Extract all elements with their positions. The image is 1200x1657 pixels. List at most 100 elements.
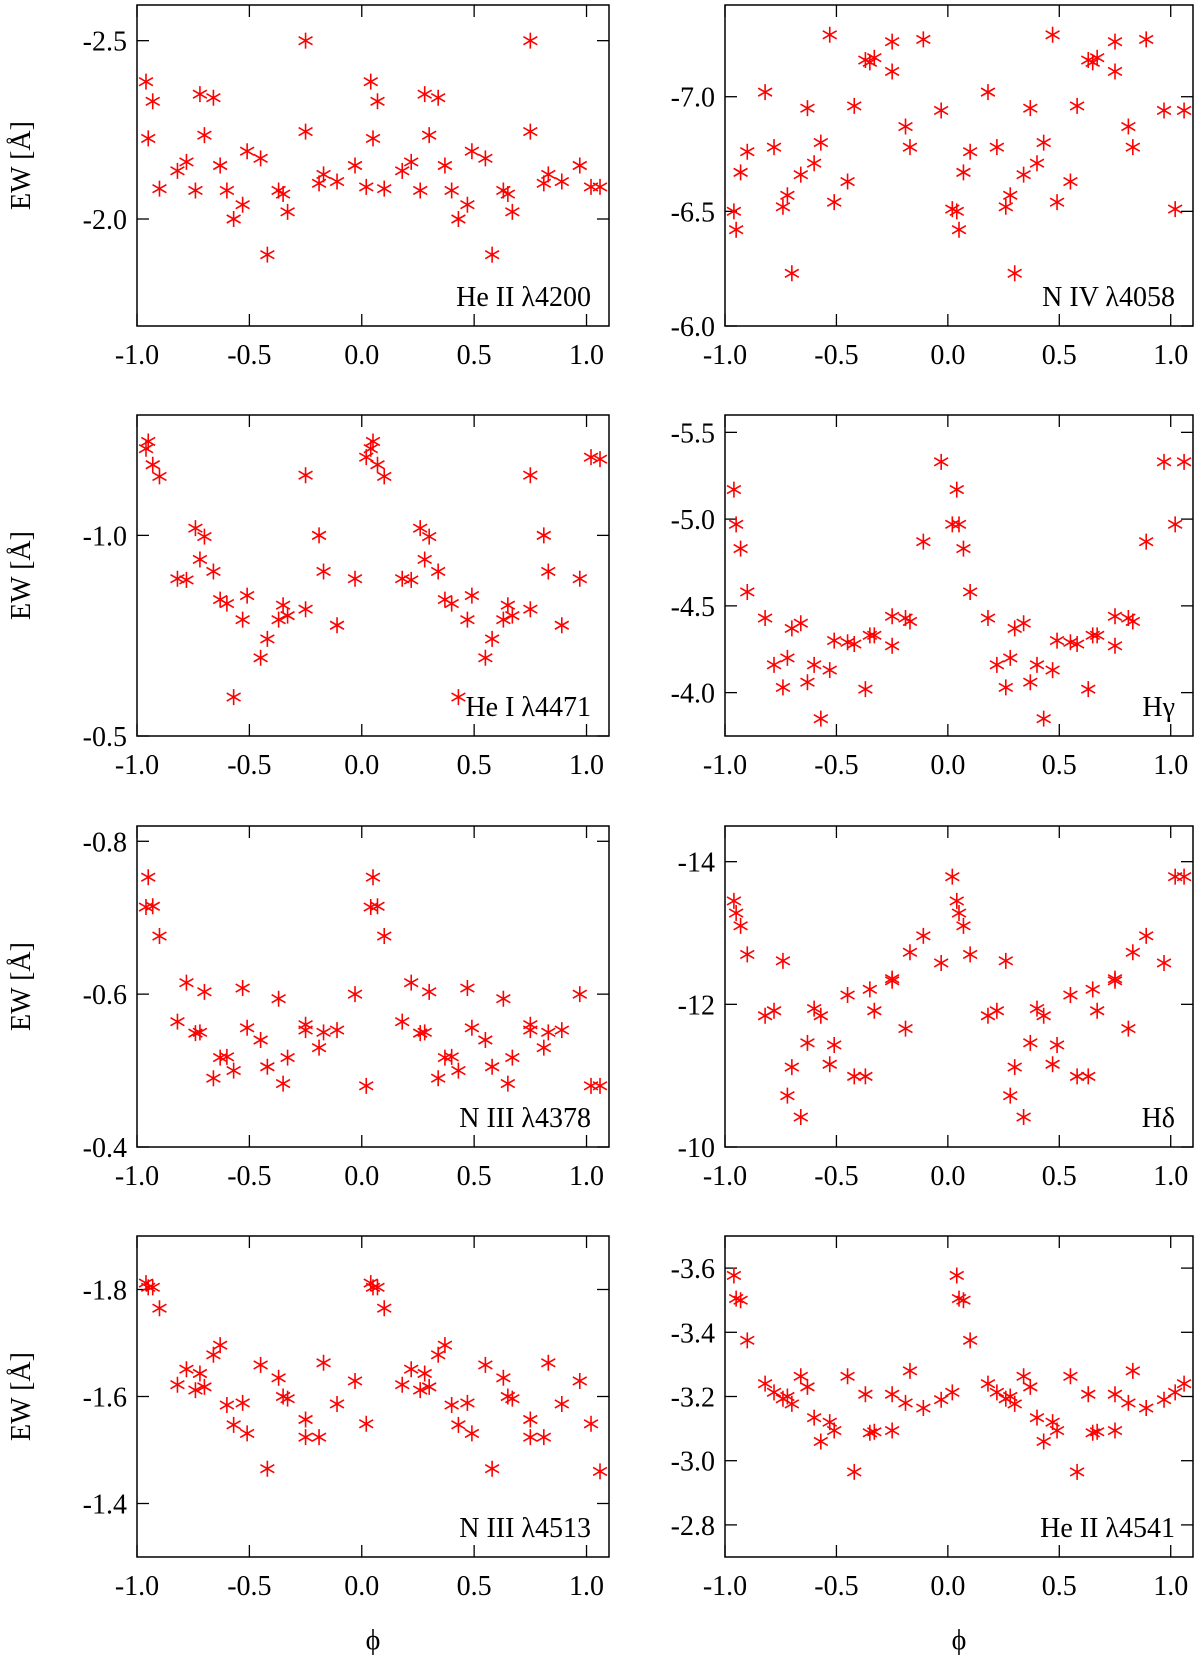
data-point: [437, 157, 453, 174]
data-point: [188, 520, 203, 537]
data-point: [179, 1361, 194, 1378]
data-point: [363, 73, 379, 90]
data-point: [733, 164, 748, 181]
plot-frame: [724, 825, 1194, 1148]
data-point: [192, 86, 208, 103]
data-point: [583, 178, 599, 195]
panel-label: N III λ4378: [459, 1103, 591, 1134]
data-point: [478, 1356, 493, 1373]
data-point: [1167, 516, 1183, 533]
panel-label: N III λ4513: [459, 1513, 591, 1544]
data-point: [933, 954, 949, 971]
data-point: [583, 449, 599, 466]
data-point: [197, 983, 212, 1000]
data-point: [496, 1369, 511, 1386]
data-point: [949, 203, 965, 220]
y-tick-label: -14: [678, 848, 715, 879]
data-point: [464, 1425, 480, 1442]
data-point: [858, 681, 873, 698]
data-point: [451, 1062, 466, 1079]
data-point: [962, 946, 978, 963]
data-point: [540, 563, 556, 580]
data-point: [226, 1062, 241, 1079]
data-point: [554, 1022, 570, 1039]
x-tick-label: -0.5: [227, 1161, 271, 1192]
data-point: [962, 143, 978, 160]
data-point: [430, 89, 446, 106]
data-point: [394, 1376, 410, 1393]
data-point: [347, 986, 363, 1003]
data-point: [1063, 173, 1078, 190]
data-point: [800, 1378, 815, 1395]
data-point: [800, 674, 815, 691]
y-tick-label: -10: [678, 1133, 715, 1164]
data-point: [726, 892, 742, 909]
data-point: [1016, 1368, 1031, 1385]
data-point: [505, 203, 520, 220]
data-point: [766, 656, 782, 673]
data-point: [412, 1382, 428, 1399]
data-point: [956, 917, 971, 934]
data-point: [523, 123, 538, 140]
x-tick-label: -0.5: [227, 340, 271, 371]
data-point: [989, 1002, 1005, 1019]
data-point: [280, 607, 295, 624]
data-point: [421, 127, 437, 144]
data-point: [212, 157, 228, 174]
data-point: [793, 1109, 809, 1126]
data-point: [376, 468, 392, 485]
data-point: [826, 194, 842, 211]
data-point: [1002, 649, 1018, 666]
data-point: [192, 551, 208, 568]
data-point: [916, 533, 931, 550]
data-point: [484, 1058, 500, 1075]
data-point: [188, 182, 203, 199]
data-point: [1049, 632, 1065, 649]
data-point: [1138, 31, 1154, 48]
data-point: [757, 1007, 773, 1024]
data-point: [179, 974, 194, 991]
x-tick-label: 0.5: [1042, 340, 1077, 371]
data-point: [826, 632, 842, 649]
y-tick-label: -3.2: [671, 1383, 715, 1414]
data-point: [884, 63, 900, 80]
data-point: [1080, 681, 1096, 698]
x-tick-label: 1.0: [1153, 750, 1188, 781]
x-tick-label: -1.0: [115, 1161, 159, 1192]
data-point: [505, 1390, 520, 1407]
data-point: [866, 1002, 882, 1019]
data-point: [554, 1395, 570, 1412]
data-point: [523, 467, 538, 484]
data-point: [1022, 1034, 1038, 1051]
data-point: [980, 610, 996, 627]
data-point: [1107, 970, 1123, 987]
data-point: [464, 1019, 480, 1036]
data-point: [784, 265, 800, 282]
data-point: [1036, 134, 1052, 151]
data-point: [989, 1384, 1005, 1401]
data-point: [1089, 1002, 1105, 1019]
data-point: [766, 1002, 782, 1019]
data-point: [775, 952, 791, 969]
data-point: [358, 1415, 374, 1432]
data-point: [197, 1378, 212, 1395]
data-point: [949, 892, 965, 909]
data-point: [496, 611, 511, 628]
data-point: [430, 1070, 446, 1087]
x-tick-label: 0.5: [1042, 1571, 1077, 1602]
data-point: [846, 636, 862, 653]
x-tick-label: 1.0: [1153, 1571, 1188, 1602]
data-point: [219, 1397, 235, 1414]
plot-frame: [724, 4, 1194, 327]
data-point: [460, 1394, 475, 1411]
data-point: [793, 615, 809, 632]
data-point: [1029, 1000, 1045, 1017]
data-point: [840, 173, 855, 190]
plot-frame: [724, 414, 1194, 737]
data-point: [728, 516, 744, 533]
data-point: [437, 1337, 453, 1354]
data-point: [145, 456, 161, 473]
data-point: [1167, 868, 1183, 885]
panel-label: Hδ: [1142, 1103, 1175, 1134]
data-point: [219, 595, 235, 612]
